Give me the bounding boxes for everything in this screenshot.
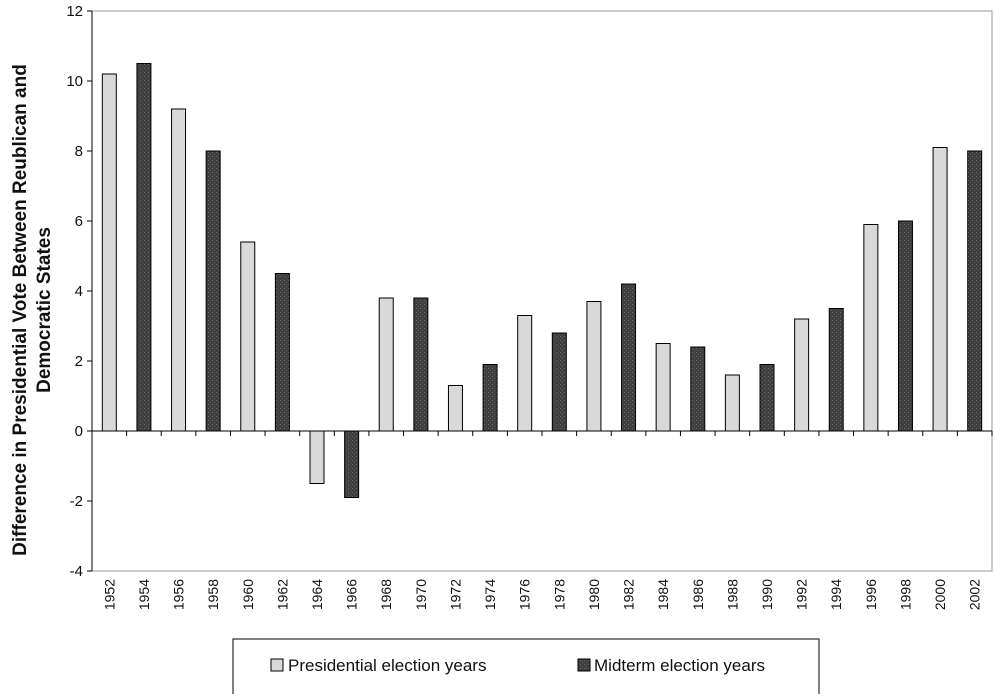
bar-2000: [932, 147, 948, 432]
x-tick-label: 2000: [932, 579, 948, 610]
x-axis-ticks: 1952 1954 1956 1958 1960 1962 1964 1966 1968 1970…: [91, 431, 993, 610]
y-tick-label: 4: [75, 283, 83, 300]
plot-area: [91, 10, 993, 572]
x-tick-label: 1954: [136, 579, 152, 610]
bar-1994: [828, 308, 844, 432]
y-tick-label: 2: [75, 353, 83, 370]
legend-swatch-midterm: [577, 658, 591, 672]
legend: Presidential election years Midterm elec…: [232, 638, 820, 699]
bar-1960: [240, 241, 256, 432]
x-tick-label: 1998: [897, 579, 913, 610]
legend-swatch-presidential: [270, 658, 284, 672]
legend-label-midterm: Midterm election years: [594, 656, 765, 675]
x-tick-label: 1988: [724, 579, 740, 610]
x-tick-label: 1992: [794, 579, 810, 610]
y-tick-label: 8: [75, 143, 83, 160]
x-tick-label: 1962: [274, 579, 290, 610]
x-tick-label: 1960: [240, 579, 256, 610]
bar-1980: [586, 301, 602, 432]
bar-1956: [171, 108, 187, 432]
bar-1974: [482, 364, 498, 432]
bar-1998: [897, 220, 913, 432]
x-tick-label: 1990: [759, 579, 775, 610]
y-axis-title-line-1: Difference in Presidential Vote Between …: [10, 64, 31, 556]
x-tick-label: 1972: [447, 579, 463, 610]
x-tick-label: 1994: [828, 579, 844, 610]
bar-1996: [863, 224, 879, 432]
bar-1986: [690, 346, 706, 432]
bar-1966: [344, 430, 360, 498]
x-tick-label: 1956: [171, 579, 187, 610]
y-tick-label: 10: [66, 73, 83, 90]
y-tick-label: -4: [70, 563, 83, 580]
x-tick-label: 1970: [413, 579, 429, 610]
bar-1978: [551, 332, 567, 432]
x-tick-label: 1966: [344, 579, 360, 610]
bar-1970: [413, 297, 429, 432]
bar-2002: [967, 150, 983, 432]
bar-1990: [759, 364, 775, 432]
y-axis-title: Difference in Presidential Vote Between …: [10, 64, 55, 556]
x-tick-label: 1982: [621, 579, 637, 610]
x-tick-label: 1974: [482, 579, 498, 610]
legend-label-presidential: Presidential election years: [288, 656, 486, 675]
x-tick-label: 1984: [655, 579, 671, 610]
bar-1972: [447, 385, 463, 432]
x-tick-label: 2002: [967, 579, 983, 610]
bar-1976: [517, 315, 533, 432]
bar-1992: [794, 318, 810, 432]
bar-1958: [205, 150, 221, 432]
x-tick-label: 1978: [551, 579, 567, 610]
y-axis-title-line-2: Democratic States: [34, 227, 55, 393]
bar-1962: [274, 273, 290, 432]
x-tick-label: 1968: [378, 579, 394, 610]
bar-1954: [136, 63, 152, 432]
x-tick-label: 1964: [309, 579, 325, 610]
bars: [101, 63, 983, 498]
y-tick-label: -2: [70, 493, 83, 510]
bar-1964: [309, 430, 325, 484]
y-axis-ticks: -4 -2 0 2 4 6 8 10 12: [66, 3, 92, 580]
bar-1982: [621, 283, 637, 432]
x-tick-label: 1986: [690, 579, 706, 610]
y-tick-label: 0: [75, 423, 83, 440]
x-tick-label: 1996: [863, 579, 879, 610]
x-tick-label: 1980: [586, 579, 602, 610]
x-tick-label: 1958: [205, 579, 221, 610]
bar-1968: [378, 297, 394, 432]
x-tick-label: 1976: [517, 579, 533, 610]
y-tick-label: 12: [66, 3, 83, 20]
y-tick-label: 6: [75, 213, 83, 230]
bar-1952: [101, 73, 117, 432]
bar-1988: [724, 374, 740, 432]
bar-1984: [655, 343, 671, 432]
legend-box: [232, 638, 820, 699]
x-tick-label: 1952: [101, 579, 117, 610]
